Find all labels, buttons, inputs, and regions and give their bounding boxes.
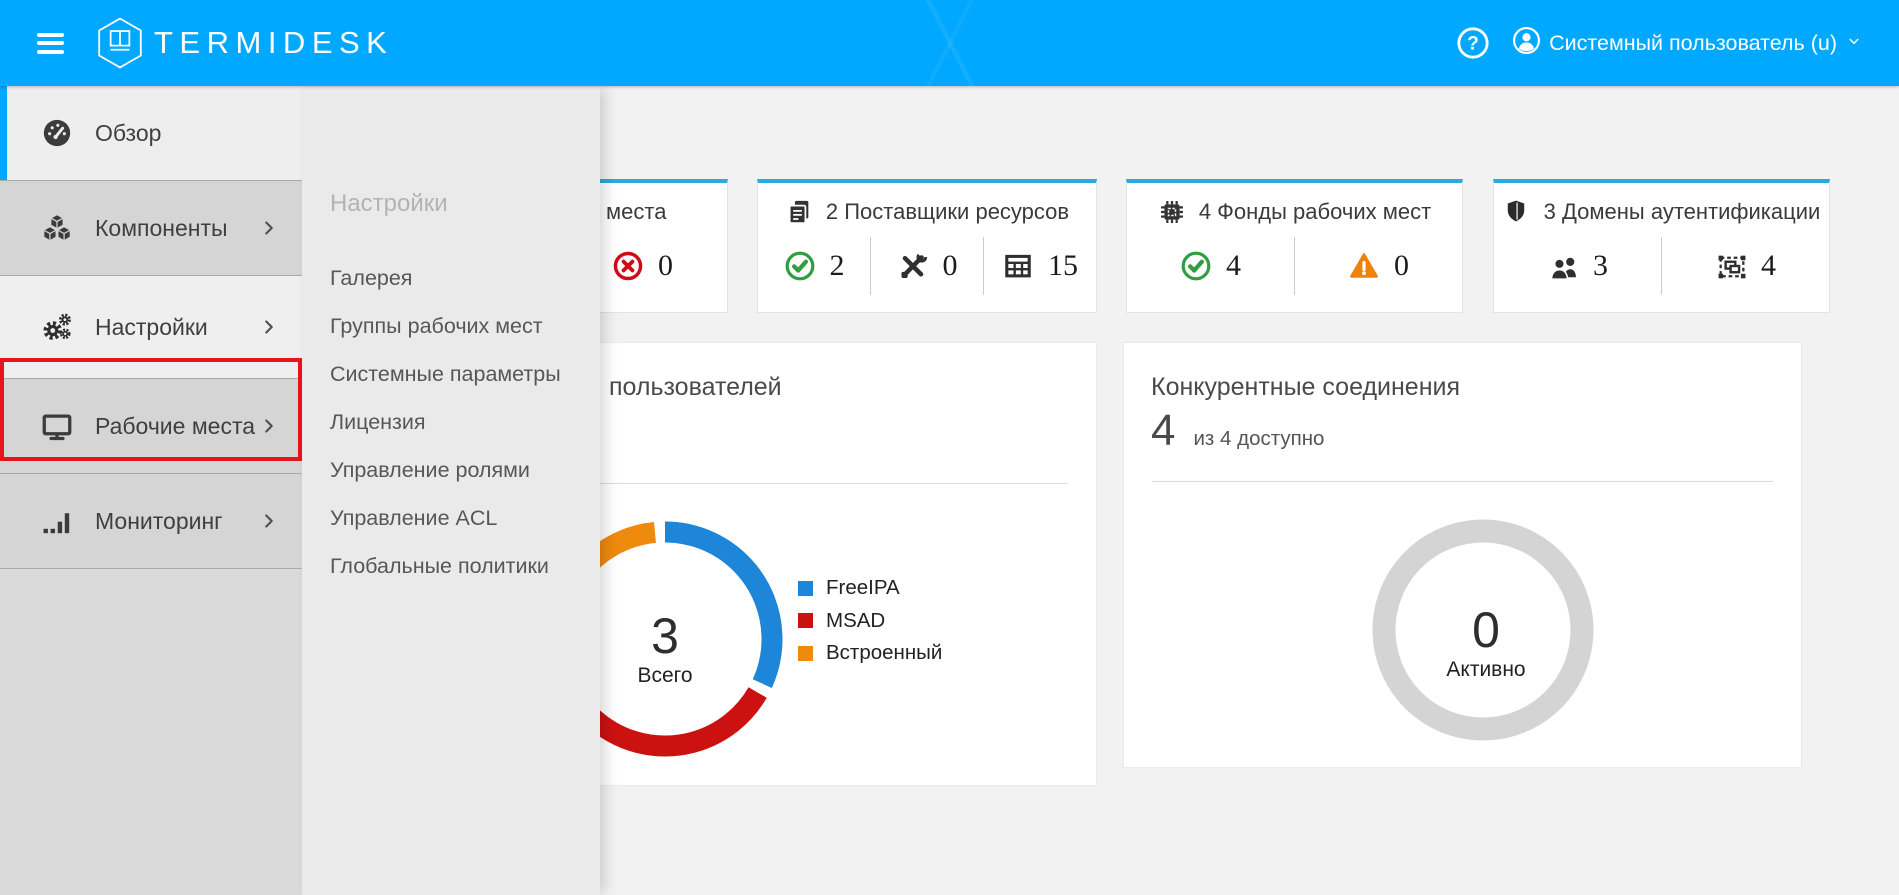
svg-text:?: ?	[1467, 34, 1479, 55]
sidebar-item-components[interactable]: Компоненты	[0, 181, 302, 276]
gears-icon	[40, 310, 74, 344]
flyout-item-gallery[interactable]: Галерея	[330, 266, 413, 290]
flyout-title: Настройки	[330, 190, 448, 217]
card-title: 3 Домены аутентификации	[1543, 199, 1821, 224]
chart-legend: FreeIPA MSAD Встроенный	[798, 572, 942, 670]
stat-value: 0	[942, 249, 958, 282]
sidebar-item-settings[interactable]: Настройки	[0, 276, 302, 379]
stat-value: 3	[1593, 249, 1608, 282]
warning-icon	[1348, 250, 1380, 282]
help-button[interactable]: ?	[1456, 26, 1490, 60]
sidebar-item-label: Компоненты	[95, 214, 228, 241]
connections-ring-chart	[1372, 519, 1594, 741]
card-title: места	[606, 199, 667, 224]
signal-bars-icon	[40, 504, 74, 538]
donut-total-value: 3	[651, 608, 679, 664]
flyout-item-acl-management[interactable]: Управление ACL	[330, 506, 498, 530]
divider	[1152, 481, 1773, 482]
card-workplace-pools[interactable]: 4 Фонды рабочих мест 4	[1126, 179, 1463, 313]
chevron-right-icon	[258, 510, 280, 532]
flyout-item-global-policies[interactable]: Глобальные политики	[330, 554, 549, 578]
chevron-right-icon	[258, 415, 280, 437]
ring-track	[1372, 519, 1594, 741]
user-menu[interactable]: Системный пользователь (u)	[1512, 26, 1863, 61]
sidebar-item-label: Мониторинг	[95, 507, 223, 534]
legend-swatch	[798, 613, 813, 629]
card-auth-domains[interactable]: 3 Домены аутентификации 3	[1493, 179, 1830, 313]
object-group-icon	[1715, 250, 1747, 282]
legend-swatch	[798, 580, 813, 596]
active-connections-value: 0	[1472, 602, 1500, 658]
connections-summary: 4 из 4 доступно	[1151, 406, 1325, 455]
legend-item: FreeIPA	[798, 572, 942, 605]
stat-value: 15	[1048, 249, 1078, 282]
stat-value: 0	[1394, 249, 1409, 282]
menu-button[interactable]	[37, 32, 64, 54]
active-connections-label: Активно	[1446, 658, 1526, 681]
settings-flyout: Настройки Галерея Группы рабочих мест Си…	[302, 86, 600, 895]
sidebar-item-overview[interactable]: Обзор	[0, 86, 302, 181]
card-resource-providers[interactable]: 2 Поставщики ресурсов 2	[757, 179, 1097, 313]
flyout-item-license[interactable]: Лицензия	[330, 410, 426, 434]
panel-title: Конкурентные соединения	[1151, 373, 1461, 401]
users-icon	[1547, 250, 1579, 282]
shield-icon	[1503, 198, 1531, 226]
avatar-icon	[1512, 26, 1541, 61]
donut-total-label: Всего	[637, 664, 693, 687]
ring-center: 0 Активно	[1406, 605, 1566, 680]
legend-swatch	[798, 645, 813, 661]
termidesk-logo-icon	[95, 17, 145, 69]
panel-concurrent-connections: Конкурентные соединения 4 из 4 доступно …	[1123, 342, 1802, 768]
sidebar-item-label: Настройки	[95, 313, 208, 340]
legend-item: MSAD	[798, 605, 942, 638]
donut-segment-freeipa	[547, 521, 783, 757]
divider	[447, 483, 1068, 484]
flyout-item-role-management[interactable]: Управление ролями	[330, 458, 530, 482]
circle-check-icon	[784, 250, 816, 282]
circle-x-icon	[612, 250, 644, 282]
chevron-right-icon	[258, 316, 280, 338]
stat-value: 4	[1761, 249, 1776, 282]
documents-icon	[785, 198, 813, 226]
card-title: 2 Поставщики ресурсов	[825, 199, 1070, 224]
chevron-right-icon	[258, 217, 280, 239]
app-header: TERMIDESK ? Системный пользователь (u)	[0, 0, 1899, 86]
user-name: Системный пользователь (u)	[1549, 30, 1837, 55]
table-icon	[1002, 250, 1034, 282]
legend-item: Встроенный	[798, 637, 942, 670]
brand-wordmark: TERMIDESK	[154, 25, 394, 60]
cubes-icon	[40, 211, 74, 245]
chevron-down-icon	[1845, 31, 1863, 56]
stat-value: 4	[1226, 249, 1241, 282]
stat-value: 0	[658, 249, 673, 282]
monitor-icon	[40, 409, 74, 443]
gauge-icon	[40, 116, 74, 150]
donut-center: 3 Всего	[585, 611, 745, 686]
circle-check-icon	[1180, 250, 1212, 282]
flyout-item-system-params[interactable]: Системные параметры	[330, 362, 561, 386]
connections-available-label: из 4 доступно	[1193, 427, 1325, 450]
tools-icon	[897, 250, 929, 282]
flyout-item-workplace-groups[interactable]: Группы рабочих мест	[330, 314, 543, 338]
connections-available-value: 4	[1151, 406, 1176, 455]
sidebar-item-label: Рабочие места	[95, 412, 256, 439]
sidebar-item-workplaces[interactable]: Рабочие места	[0, 379, 302, 474]
panel-title: пользователей	[609, 373, 782, 401]
card-title: 4 Фонды рабочих мест	[1198, 199, 1432, 224]
sidebar: Обзор Компоненты	[0, 86, 302, 895]
microchip-icon	[1158, 198, 1186, 226]
sidebar-item-monitoring[interactable]: Мониторинг	[0, 474, 302, 569]
stat-value: 2	[829, 249, 845, 282]
sidebar-item-label: Обзор	[95, 119, 162, 146]
